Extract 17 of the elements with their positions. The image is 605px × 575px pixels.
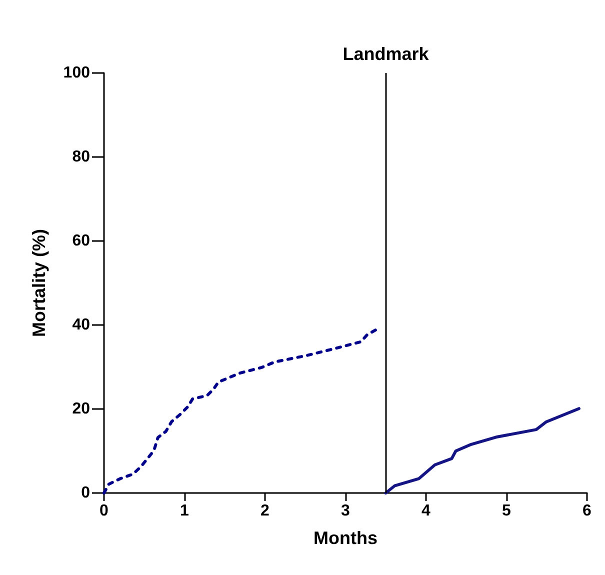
y-tick-label: 80	[72, 148, 90, 166]
x-tick-label: 4	[422, 502, 431, 520]
x-tick-label: 1	[180, 502, 190, 520]
x-tick-label: 2	[260, 502, 270, 520]
y-tick-label: 20	[72, 400, 90, 418]
x-tick-label: 0	[100, 502, 109, 520]
x-tick-label: 6	[582, 502, 592, 520]
ref-line-label: Landmark	[342, 44, 430, 64]
x-axis-title: Months	[314, 528, 378, 548]
y-tick-label: 60	[72, 232, 90, 250]
y-tick-label: 40	[72, 316, 90, 334]
y-tick-label: 100	[63, 64, 90, 82]
line-series	[384, 407, 580, 494]
x-tick-label: 3	[341, 502, 350, 520]
y-axis-title: Mortality (%)	[29, 228, 49, 337]
x-tick-label: 5	[502, 502, 512, 520]
y-tick-label: 0	[81, 484, 90, 502]
